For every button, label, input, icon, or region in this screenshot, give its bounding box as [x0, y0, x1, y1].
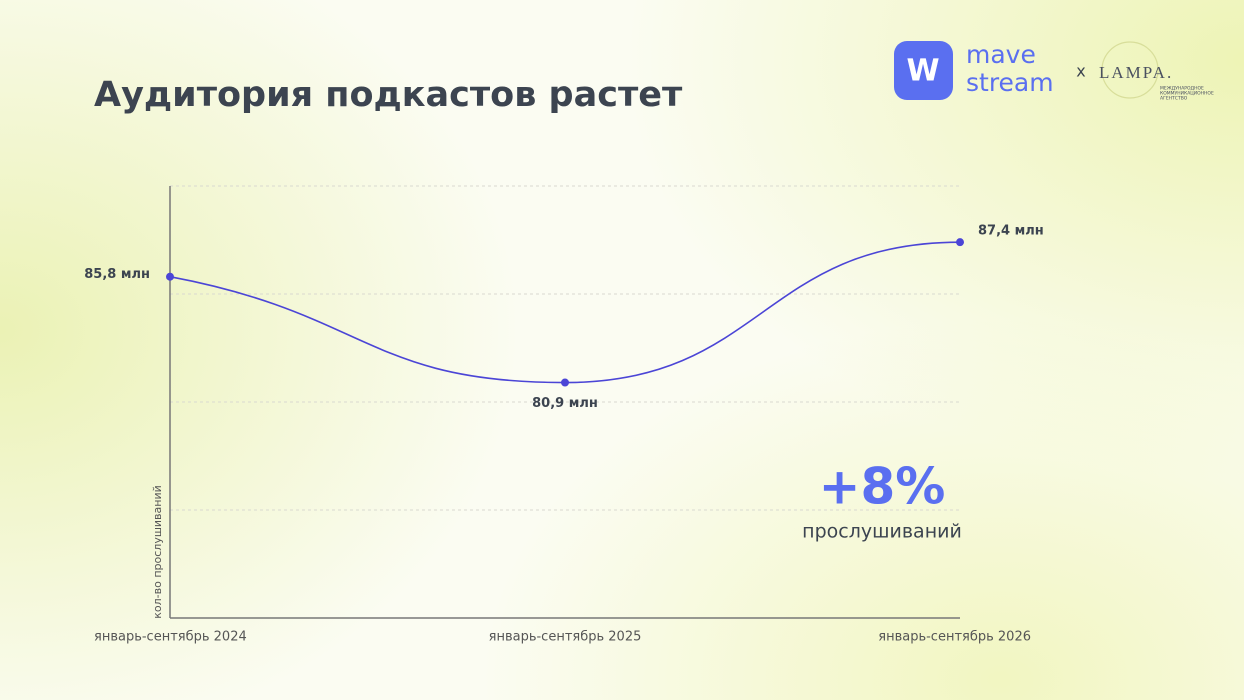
- partner-caption: МЕЖДУНАРОДНОЕ: [1160, 86, 1204, 92]
- x-tick-label: январь-сентябрь 2026: [878, 630, 1031, 645]
- partner-caption: КОММУНИКАЦИОННОЕ: [1160, 91, 1214, 97]
- annotation-value: +8%: [819, 458, 946, 516]
- point: [956, 238, 964, 247]
- brand-line: mave: [966, 40, 1036, 69]
- x-tick-label: январь-сентябрь 2024: [94, 630, 247, 645]
- logo: W mave stream x LAMPA. МЕЖДУНАРОДНОЕ КОМ…: [894, 40, 1214, 102]
- line: [169, 241, 961, 384]
- chart-title: Аудитория подкастов растет: [94, 75, 683, 115]
- y-axis-label: кол-во прослушиваний: [151, 485, 164, 619]
- logo-mark-bg: [894, 41, 953, 100]
- partner-ring: [1101, 41, 1159, 99]
- x-tick-label: январь-сентябрь 2025: [489, 630, 642, 645]
- annotation-caption: прослушиваний: [802, 521, 962, 543]
- data-label: 85,8 млн: [84, 267, 150, 282]
- logo-mark: W: [906, 54, 939, 89]
- brand-line: stream: [966, 68, 1054, 97]
- data-label: 80,9 млн: [532, 396, 598, 411]
- separator: x: [1076, 62, 1085, 81]
- partner: LAMPA.: [1099, 63, 1173, 82]
- point: [561, 378, 569, 387]
- partner-caption: АГЕНТСТВО: [1160, 96, 1188, 102]
- point: [166, 272, 174, 281]
- data-label: 87,4 млн: [978, 224, 1044, 239]
